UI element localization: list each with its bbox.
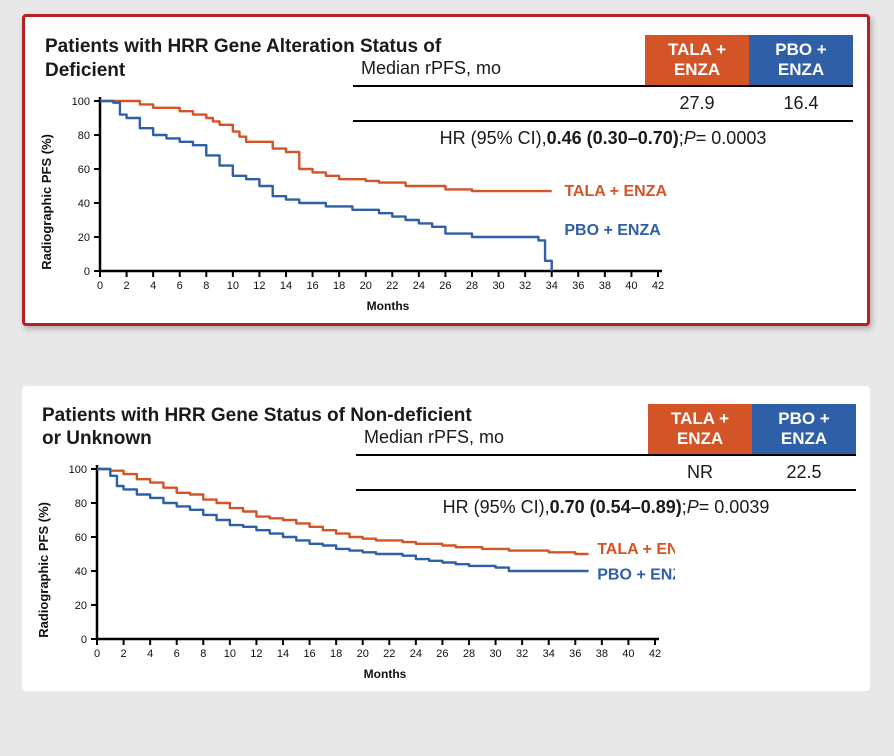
svg-text:8: 8 <box>203 280 209 292</box>
svg-text:34: 34 <box>546 280 558 292</box>
svg-text:10: 10 <box>224 648 236 660</box>
svg-text:6: 6 <box>174 648 180 660</box>
col-pbo-header: PBO + ENZA <box>749 35 853 85</box>
svg-text:12: 12 <box>253 280 265 292</box>
svg-text:40: 40 <box>622 648 634 660</box>
svg-text:40: 40 <box>78 198 90 210</box>
stats-row-label: Median rPFS, mo <box>356 404 648 454</box>
hr-prefix: HR (95% CI), <box>440 128 547 149</box>
svg-text:38: 38 <box>596 648 608 660</box>
svg-text:2: 2 <box>124 280 130 292</box>
svg-text:18: 18 <box>333 280 345 292</box>
svg-text:8: 8 <box>200 648 206 660</box>
svg-text:0: 0 <box>97 280 103 292</box>
val-tala: NR <box>648 456 752 489</box>
svg-text:24: 24 <box>413 280 425 292</box>
svg-text:26: 26 <box>439 280 451 292</box>
svg-text:36: 36 <box>569 648 581 660</box>
svg-text:80: 80 <box>75 498 87 510</box>
svg-text:4: 4 <box>150 280 156 292</box>
svg-text:20: 20 <box>357 648 369 660</box>
svg-text:30: 30 <box>489 648 501 660</box>
val-tala: 27.9 <box>645 87 749 120</box>
col-tala-header: TALA + ENZA <box>648 404 752 454</box>
svg-text:40: 40 <box>625 280 637 292</box>
hr-prefix: HR (95% CI), <box>443 497 550 518</box>
svg-text:40: 40 <box>75 566 87 578</box>
svg-text:80: 80 <box>78 130 90 142</box>
x-axis-title: Months <box>367 299 410 313</box>
svg-text:10: 10 <box>227 280 239 292</box>
svg-text:20: 20 <box>78 232 90 244</box>
stats-table: Median rPFS, mo TALA + ENZA PBO + ENZA 2… <box>353 35 853 151</box>
val-pbo: 16.4 <box>749 87 853 120</box>
svg-text:42: 42 <box>652 280 664 292</box>
p-value: = 0.0039 <box>699 497 770 518</box>
svg-text:42: 42 <box>649 648 661 660</box>
svg-text:22: 22 <box>386 280 398 292</box>
col-pbo-header: PBO + ENZA <box>752 404 856 454</box>
svg-text:28: 28 <box>463 648 475 660</box>
stats-table: Median rPFS, mo TALA + ENZA PBO + ENZA N… <box>356 404 856 520</box>
stats-hr-row: HR (95% CI), 0.46 (0.30–0.70) ; P = 0.00… <box>353 122 853 151</box>
svg-text:20: 20 <box>360 280 372 292</box>
svg-text:32: 32 <box>519 280 531 292</box>
svg-text:16: 16 <box>306 280 318 292</box>
svg-text:34: 34 <box>543 648 555 660</box>
y-axis-title: Radiographic PFS (%) <box>39 134 54 270</box>
series-label: PBO + ENZA <box>597 566 675 583</box>
svg-text:26: 26 <box>436 648 448 660</box>
stats-row-label: Median rPFS, mo <box>353 35 645 85</box>
svg-text:16: 16 <box>303 648 315 660</box>
stats-header-row: Median rPFS, mo TALA + ENZA PBO + ENZA <box>356 404 856 456</box>
svg-text:0: 0 <box>84 266 90 278</box>
svg-text:2: 2 <box>121 648 127 660</box>
svg-text:36: 36 <box>572 280 584 292</box>
panel-deficient: Patients with HRR Gene Alteration Status… <box>22 14 870 326</box>
svg-text:100: 100 <box>69 464 87 476</box>
svg-text:6: 6 <box>177 280 183 292</box>
svg-text:0: 0 <box>94 648 100 660</box>
svg-text:0: 0 <box>81 634 87 646</box>
svg-text:32: 32 <box>516 648 528 660</box>
series-label: TALA + ENZA <box>564 183 667 200</box>
stats-hr-row: HR (95% CI), 0.70 (0.54–0.89) ; P = 0.00… <box>356 491 856 520</box>
x-axis-title: Months <box>364 667 407 681</box>
stats-value-row: 27.9 16.4 <box>353 87 853 122</box>
svg-text:4: 4 <box>147 648 153 660</box>
svg-text:38: 38 <box>599 280 611 292</box>
p-label: P <box>684 128 696 149</box>
svg-text:30: 30 <box>492 280 504 292</box>
stats-value-row: NR 22.5 <box>356 456 856 491</box>
svg-text:12: 12 <box>250 648 262 660</box>
page-root: Patients with HRR Gene Alteration Status… <box>0 0 894 756</box>
svg-text:20: 20 <box>75 600 87 612</box>
panel-nondeficient: Patients with HRR Gene Status of Non-def… <box>22 386 870 692</box>
hr-value: 0.70 (0.54–0.89) <box>550 497 682 518</box>
series-label: PBO + ENZA <box>564 222 661 239</box>
stats-header-row: Median rPFS, mo TALA + ENZA PBO + ENZA <box>353 35 853 87</box>
series-label: TALA + ENZA <box>597 541 675 558</box>
svg-text:18: 18 <box>330 648 342 660</box>
svg-text:60: 60 <box>78 164 90 176</box>
svg-text:22: 22 <box>383 648 395 660</box>
y-axis-title: Radiographic PFS (%) <box>36 502 51 638</box>
val-pbo: 22.5 <box>752 456 856 489</box>
svg-text:100: 100 <box>72 96 90 108</box>
p-label: P <box>687 497 699 518</box>
svg-text:28: 28 <box>466 280 478 292</box>
hr-value: 0.46 (0.30–0.70) <box>547 128 679 149</box>
svg-text:24: 24 <box>410 648 422 660</box>
p-value: = 0.0003 <box>696 128 767 149</box>
svg-text:14: 14 <box>280 280 292 292</box>
svg-text:14: 14 <box>277 648 289 660</box>
col-tala-header: TALA + ENZA <box>645 35 749 85</box>
svg-text:60: 60 <box>75 532 87 544</box>
